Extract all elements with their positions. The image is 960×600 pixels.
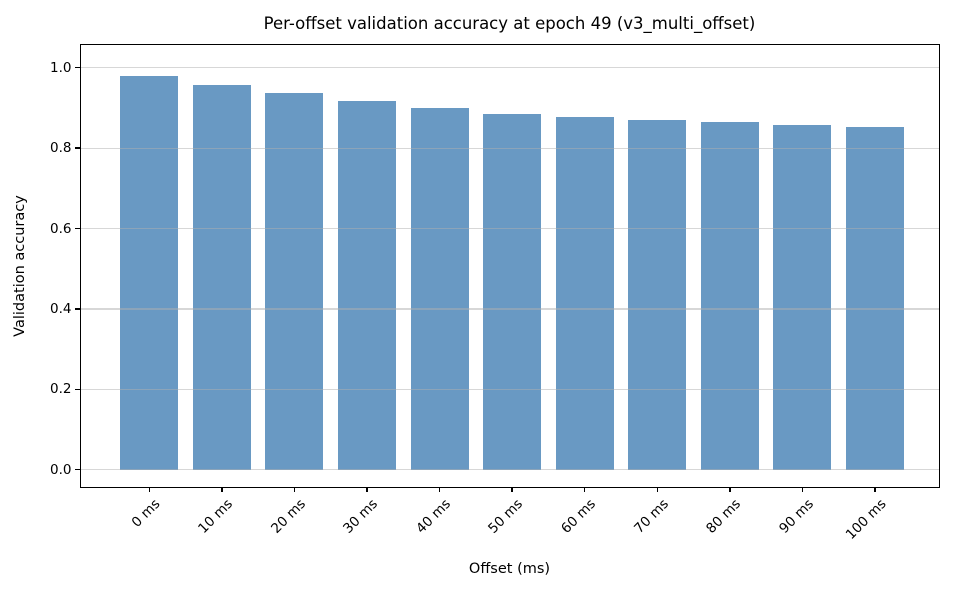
bar	[555, 117, 614, 470]
bar	[773, 125, 832, 470]
x-tick-label: 40 ms	[413, 496, 454, 537]
bar	[846, 126, 904, 470]
gridline	[79, 227, 940, 230]
y-tick-label: 0.8	[50, 140, 72, 157]
x-tick-mark	[656, 487, 658, 492]
y-axis-label: Validation accuracy	[12, 195, 28, 337]
x-tick-mark	[729, 487, 731, 492]
x-tick-label: 90 ms	[775, 496, 817, 537]
x-tick-label: 100 ms	[842, 496, 890, 543]
y-tick-mark	[75, 227, 80, 230]
y-tick-label: 0.4	[50, 300, 72, 317]
y-tick-label: 0.6	[50, 220, 72, 237]
x-tick-label: 70 ms	[630, 496, 672, 537]
y-tick-mark	[75, 388, 80, 391]
bar	[338, 101, 396, 470]
x-tick-mark	[801, 487, 804, 492]
bar	[700, 122, 759, 470]
x-tick-mark	[293, 487, 296, 492]
gridline	[79, 469, 940, 471]
y-tick-mark	[75, 147, 80, 149]
x-tick-label: 50 ms	[485, 496, 527, 537]
x-tick-label: 80 ms	[703, 496, 745, 537]
gridline	[79, 67, 940, 69]
bar	[628, 120, 687, 470]
y-tick-mark	[75, 469, 80, 471]
y-tick-mark	[75, 67, 80, 69]
x-tick-mark	[148, 487, 150, 492]
x-tick-mark	[221, 487, 223, 492]
x-tick-mark	[511, 487, 513, 492]
bar	[120, 75, 179, 470]
bar	[192, 84, 251, 470]
x-axis-label: Offset (ms)	[468, 561, 551, 577]
y-tick-label: 0.0	[50, 461, 72, 478]
chart-title: Per-offset validation accuracy at epoch …	[263, 14, 756, 33]
x-tick-label: 20 ms	[267, 496, 309, 537]
bar	[483, 113, 542, 470]
y-tick-label: 1.0	[50, 59, 72, 76]
x-tick-mark	[584, 487, 586, 492]
x-tick-mark	[366, 487, 368, 492]
y-tick-label: 0.2	[50, 381, 72, 398]
bar	[410, 107, 469, 470]
y-tick-mark	[75, 308, 80, 310]
bar	[265, 93, 324, 470]
x-tick-label: 30 ms	[340, 496, 382, 537]
x-tick-label: 10 ms	[195, 496, 237, 537]
x-tick-mark	[438, 487, 441, 492]
gridline	[79, 147, 940, 149]
x-tick-mark	[874, 487, 876, 492]
gridline	[79, 308, 940, 310]
gridline	[79, 388, 940, 390]
x-tick-label: 60 ms	[558, 496, 600, 537]
x-tick-label: 0 ms	[128, 496, 164, 531]
